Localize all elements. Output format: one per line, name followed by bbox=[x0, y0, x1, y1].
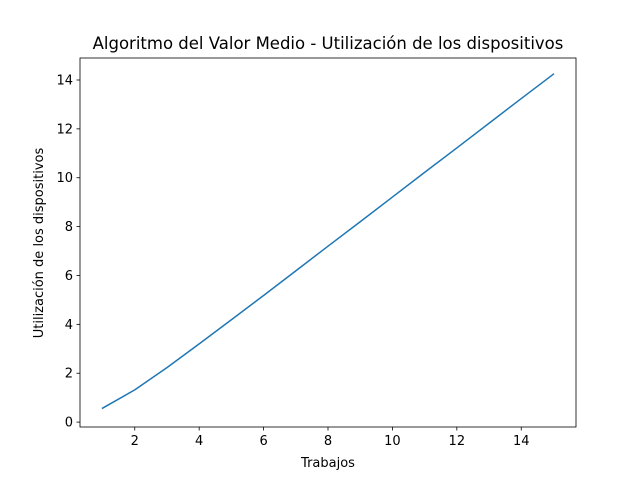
y-tick-label: 4 bbox=[65, 318, 73, 333]
y-tick-label: 0 bbox=[65, 416, 73, 431]
x-tick-label: 10 bbox=[384, 434, 401, 449]
plot-area: 2 4 6 8 10 12 14 0 2 4 6 8 10 12 14 bbox=[56, 57, 577, 449]
y-tick-label: 8 bbox=[65, 220, 73, 235]
x-tick-label: 14 bbox=[513, 434, 530, 449]
x-tick-label: 6 bbox=[259, 434, 267, 449]
series-line-0 bbox=[101, 73, 555, 410]
y-tick-label: 2 bbox=[65, 367, 73, 382]
x-tick-label: 8 bbox=[324, 434, 332, 449]
y-tick-label: 12 bbox=[56, 122, 73, 137]
x-axis-label: Trabajos bbox=[300, 456, 355, 471]
y-tick-label: 6 bbox=[65, 269, 73, 284]
x-tick-label: 4 bbox=[195, 434, 203, 449]
chart-title: Algoritmo del Valor Medio - Utilización … bbox=[93, 34, 564, 53]
x-tick-label: 2 bbox=[131, 434, 139, 449]
x-tick-label: 12 bbox=[449, 434, 466, 449]
y-tick-label: 14 bbox=[56, 73, 73, 88]
y-tick-label: 10 bbox=[56, 171, 73, 186]
y-axis-label: Utilización de los dispositivos bbox=[32, 148, 47, 339]
